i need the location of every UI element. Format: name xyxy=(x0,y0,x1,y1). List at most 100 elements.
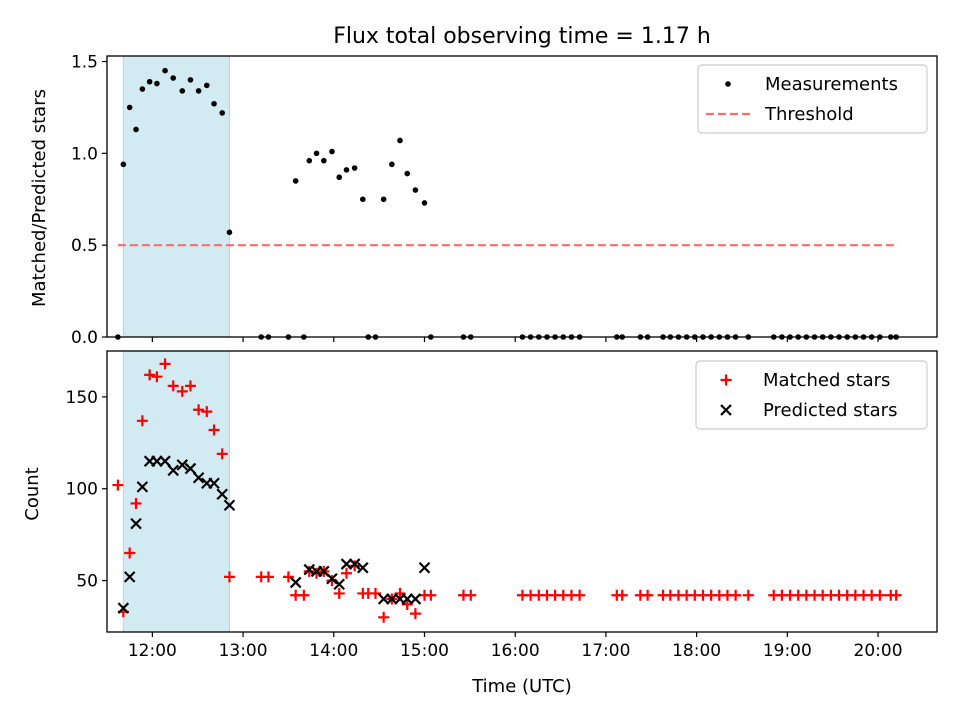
matched-star-point xyxy=(167,380,179,392)
predicted-star-point xyxy=(289,576,302,589)
legend-marker-x xyxy=(720,404,732,416)
measurement-point xyxy=(211,100,217,107)
predicted-star-point xyxy=(123,571,136,583)
matched-star-point xyxy=(333,587,345,599)
legend-marker-plus xyxy=(720,374,732,386)
matched-star-point xyxy=(201,406,213,418)
legend-label: Measurements xyxy=(765,74,898,95)
matched-star-point xyxy=(730,589,742,601)
measurement-point xyxy=(329,148,335,155)
matched-star-point xyxy=(425,589,437,601)
matched-star-point xyxy=(349,560,361,572)
matched-star-point xyxy=(176,385,188,397)
matched-star-point xyxy=(890,589,902,601)
top-axes-frame xyxy=(106,55,938,338)
measurement-point xyxy=(360,196,366,203)
measurement-point xyxy=(351,165,358,171)
measurement-point xyxy=(187,77,194,83)
matched-star-point xyxy=(159,358,171,370)
measurement-point xyxy=(133,126,139,133)
predicted-star-point xyxy=(333,578,345,591)
measurement-point xyxy=(412,187,419,193)
matched-star-point xyxy=(282,571,294,583)
x-tick-label: 15:00 xyxy=(400,641,449,661)
bottom-y-tick-label: 50 xyxy=(76,572,98,592)
measurement-point xyxy=(292,178,299,184)
matched-star-point xyxy=(465,589,477,601)
top-legend: Measurements Threshold xyxy=(697,64,928,134)
measurement-point xyxy=(170,75,177,81)
x-tick-label: 18:00 xyxy=(672,641,721,661)
x-axis-label: Time (UTC) xyxy=(471,676,572,697)
legend-marker-dot xyxy=(725,81,731,87)
top-y-tick-label: 1.5 xyxy=(71,53,98,73)
matched-star-point xyxy=(616,589,628,601)
matched-star-point xyxy=(216,448,228,460)
predicted-star-point xyxy=(216,488,228,501)
predicted-star-point xyxy=(117,602,130,614)
matched-star-point xyxy=(401,598,413,610)
bottom-panel: 50 100 150 12:00 13:00 14:00 15:00 16:00 17:00 18… xyxy=(66,350,938,661)
top-y-tick-label: 0.5 xyxy=(71,236,98,256)
measurement-point xyxy=(179,88,186,94)
x-tick-label: 14:00 xyxy=(309,641,358,661)
bottom-axes-frame xyxy=(106,350,938,633)
measurement-point xyxy=(320,157,327,164)
top-y-tick-label: 1.0 xyxy=(71,144,98,164)
predicted-star-point xyxy=(159,455,171,467)
matched-star-point xyxy=(874,589,886,601)
legend-box xyxy=(695,360,928,430)
measurement-point xyxy=(404,170,411,177)
measurement-point xyxy=(203,82,210,89)
measurement-point xyxy=(389,161,395,168)
bottom-shaded-span xyxy=(122,350,230,633)
matched-star-point xyxy=(223,571,235,583)
matched-star-point xyxy=(130,497,142,509)
measurement-point xyxy=(120,161,127,168)
predicted-star-point xyxy=(418,561,431,574)
top-panel: 0.0 0.5 1.0 1.5 Measurements Threshold xyxy=(71,53,938,348)
measurement-point xyxy=(195,88,202,94)
matched-star-point xyxy=(262,571,274,583)
predicted-star-point xyxy=(409,593,422,605)
predicted-star-point xyxy=(208,477,220,490)
predicted-star-point xyxy=(136,481,149,493)
matched-star-point xyxy=(642,589,654,601)
measurement-point xyxy=(306,157,313,164)
measurement-point xyxy=(219,110,226,116)
measurement-point xyxy=(380,196,387,203)
measurement-point xyxy=(154,80,160,87)
measurement-point xyxy=(226,229,233,236)
plots-layer: 0.0 0.5 1.0 1.5 Measurements Threshold 50 100 15… xyxy=(66,53,938,661)
predicted-star-point xyxy=(184,462,197,475)
matched-star-point xyxy=(112,479,124,491)
bottom-y-axis-label: Count xyxy=(22,467,43,520)
predicted-star-point xyxy=(192,471,205,484)
measurement-point xyxy=(421,200,428,206)
measurement-point xyxy=(336,174,343,181)
measurement-point xyxy=(146,78,153,85)
measurement-point xyxy=(397,137,403,144)
matched-star-point xyxy=(208,424,220,436)
predicted-star-point xyxy=(357,561,369,574)
x-tick-label: 13:00 xyxy=(219,641,268,661)
legend-label: Matched stars xyxy=(763,370,890,391)
bottom-series-predicted-stars xyxy=(117,455,431,614)
top-y-tick-label: 0.0 xyxy=(71,328,98,348)
matched-star-point xyxy=(303,565,315,577)
predicted-star-point xyxy=(223,499,236,512)
measurement-point xyxy=(313,150,320,157)
matched-star-point xyxy=(340,567,352,579)
matched-star-point xyxy=(409,608,421,620)
predicted-star-point xyxy=(130,517,142,530)
predicted-star-point xyxy=(348,558,361,570)
measurement-point xyxy=(139,86,146,92)
top-y-axis-label: Matched/Predicted stars xyxy=(29,89,50,307)
matched-star-point xyxy=(193,404,205,416)
predicted-star-point xyxy=(167,464,179,477)
top-shaded-span xyxy=(122,55,230,338)
bottom-y-tick-label: 100 xyxy=(66,480,98,500)
matched-star-point xyxy=(144,369,156,381)
matched-star-point xyxy=(574,589,586,601)
chart-title: Flux total observing time = 1.17 h xyxy=(333,24,711,49)
